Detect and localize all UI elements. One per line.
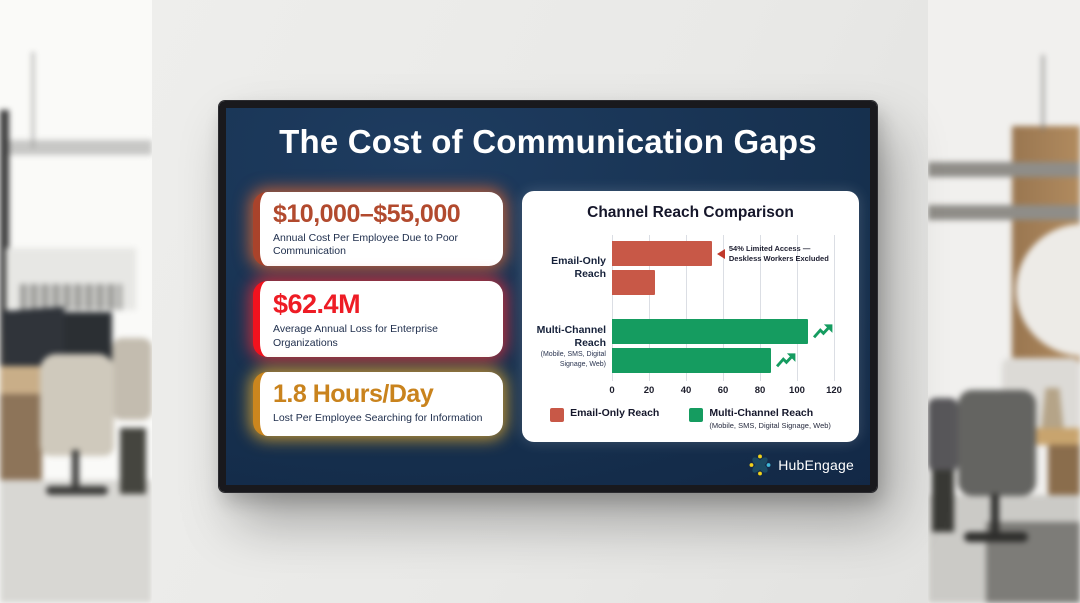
chair-pole (72, 450, 79, 490)
gridline (834, 235, 835, 381)
bar-row-email-1: 54% Limited Access — Deskless Workers Ex… (612, 241, 834, 266)
stat-card-annual-loss: $62.4M Average Annual Loss for Enterpris… (253, 281, 503, 357)
stat-description: Lost Per Employee Searching for Informat… (273, 411, 483, 424)
office-floor (0, 480, 152, 603)
gridline (685, 235, 687, 381)
legend-item-multi-channel: Multi-Channel Reach (Mobile, SMS, Digita… (689, 407, 831, 430)
gridline (760, 235, 761, 381)
gridline (723, 235, 724, 381)
office-chair (928, 398, 958, 472)
office-left-blur-layer (0, 0, 152, 603)
chair-legs (120, 428, 146, 494)
trend-up-icon (776, 353, 796, 368)
office-right-blur-layer (928, 0, 1080, 603)
stat-value: 1.8 Hours/Day (273, 380, 434, 408)
desk-lamp (1041, 388, 1064, 432)
channel-reach-chart-panel: Channel Reach Comparison Email-Only Reac… (522, 191, 859, 442)
stat-card-cost-per-employee: $10,000–$55,000 Annual Cost Per Employee… (253, 192, 503, 266)
chair-pole (991, 494, 999, 536)
x-tick: 100 (789, 385, 805, 396)
y-axis-label-text: Multi-Channel Reach (536, 324, 606, 349)
legend-sublabel: (Mobile, SMS, Digital Signage, Web) (709, 420, 831, 430)
x-tick: 60 (717, 385, 729, 396)
ceiling-beam (928, 205, 1080, 220)
office-background-right (928, 0, 1080, 603)
x-tick: 40 (680, 385, 692, 396)
chart-title: Channel Reach Comparison (587, 204, 794, 221)
bar-email-only-1 (612, 241, 712, 266)
gridline (796, 235, 798, 381)
slide-title: The Cost of Communication Gaps (279, 123, 817, 160)
stat-card-hours-lost: 1.8 Hours/Day Lost Per Employee Searchin… (253, 372, 503, 436)
chart-area: Email-Only Reach Multi-Channel Reach (Mo… (532, 227, 849, 442)
legend-label: Multi-Channel Reach (709, 407, 814, 419)
trend-up-icon (812, 324, 833, 339)
annotation-limited-access: 54% Limited Access — Deskless Workers Ex… (716, 244, 829, 264)
annotation-line-2: Deskless Workers Excluded (728, 253, 829, 263)
chart-legend: Email-Only Reach Multi-Channel Reach (Mo… (532, 407, 849, 430)
x-axis-ticks: 0 20 40 60 80 100 120 (609, 385, 842, 397)
stat-value: $62.4M (273, 289, 361, 319)
bar-row-multi-2 (612, 348, 834, 373)
office-background-left (0, 0, 152, 603)
x-tick: 0 (609, 385, 615, 396)
pendant-light-cable (1042, 55, 1044, 131)
bar-row-multi-1 (612, 319, 834, 344)
y-axis-label-multi-channel: Multi-Channel Reach (Mobile, SMS, Digita… (532, 324, 606, 369)
office-chair (40, 354, 114, 456)
bar-multi-channel-2 (612, 348, 772, 373)
shelf-books (20, 284, 122, 310)
gridline (649, 235, 650, 381)
office-chair (112, 338, 152, 420)
bar-row-email-2 (612, 270, 834, 295)
chair-base (964, 532, 1028, 542)
stat-value: $10,000–$55,000 (273, 200, 461, 228)
brand-name: HubEngage (778, 457, 854, 473)
legend-item-email-only: Email-Only Reach (550, 407, 659, 422)
wall-mounted-tv: The Cost of Communication Gaps $10,000–$… (219, 101, 877, 492)
chair-base (46, 486, 108, 495)
x-tick: 20 (643, 385, 655, 396)
gridline (612, 235, 613, 381)
signage-slide: The Cost of Communication Gaps $10,000–$… (226, 108, 870, 485)
brand-lockup: HubEngage (749, 454, 854, 476)
hubengage-logo-icon (749, 454, 771, 476)
office-chair (958, 390, 1036, 496)
ceiling-beam (0, 140, 152, 155)
ceiling-beam (928, 162, 1080, 177)
legend-swatch-multi (689, 408, 704, 422)
x-tick: 120 (826, 385, 842, 396)
y-axis-sublabel: (Mobile, SMS, Digital Signage, Web) (540, 351, 606, 368)
legend-label: Email-Only Reach (570, 407, 660, 419)
window-frame (0, 110, 9, 482)
bar-plot: 54% Limited Access — Deskless Workers Ex… (612, 235, 835, 381)
desk-cabinet (0, 394, 42, 484)
y-axis-label-email-only: Email-Only Reach (551, 255, 606, 280)
bar-multi-channel-1 (612, 319, 808, 344)
stat-description: Annual Cost Per Employee Due to Poor Com… (273, 231, 459, 258)
annotation-text: 54% Limited Access — Deskless Workers Ex… (729, 244, 829, 264)
annotation-line-1: 54% Limited Access — (728, 243, 811, 253)
pendant-light-cable (32, 52, 34, 148)
legend-swatch-email (550, 408, 565, 422)
stat-cards-column: $10,000–$55,000 Annual Cost Per Employee… (253, 192, 503, 436)
chair-legs (932, 470, 954, 532)
annotation-arrow-icon (716, 248, 725, 259)
stat-description: Average Annual Loss for Enterprise Organ… (273, 323, 438, 349)
bar-email-only-2 (612, 270, 655, 295)
x-tick: 80 (754, 385, 766, 396)
